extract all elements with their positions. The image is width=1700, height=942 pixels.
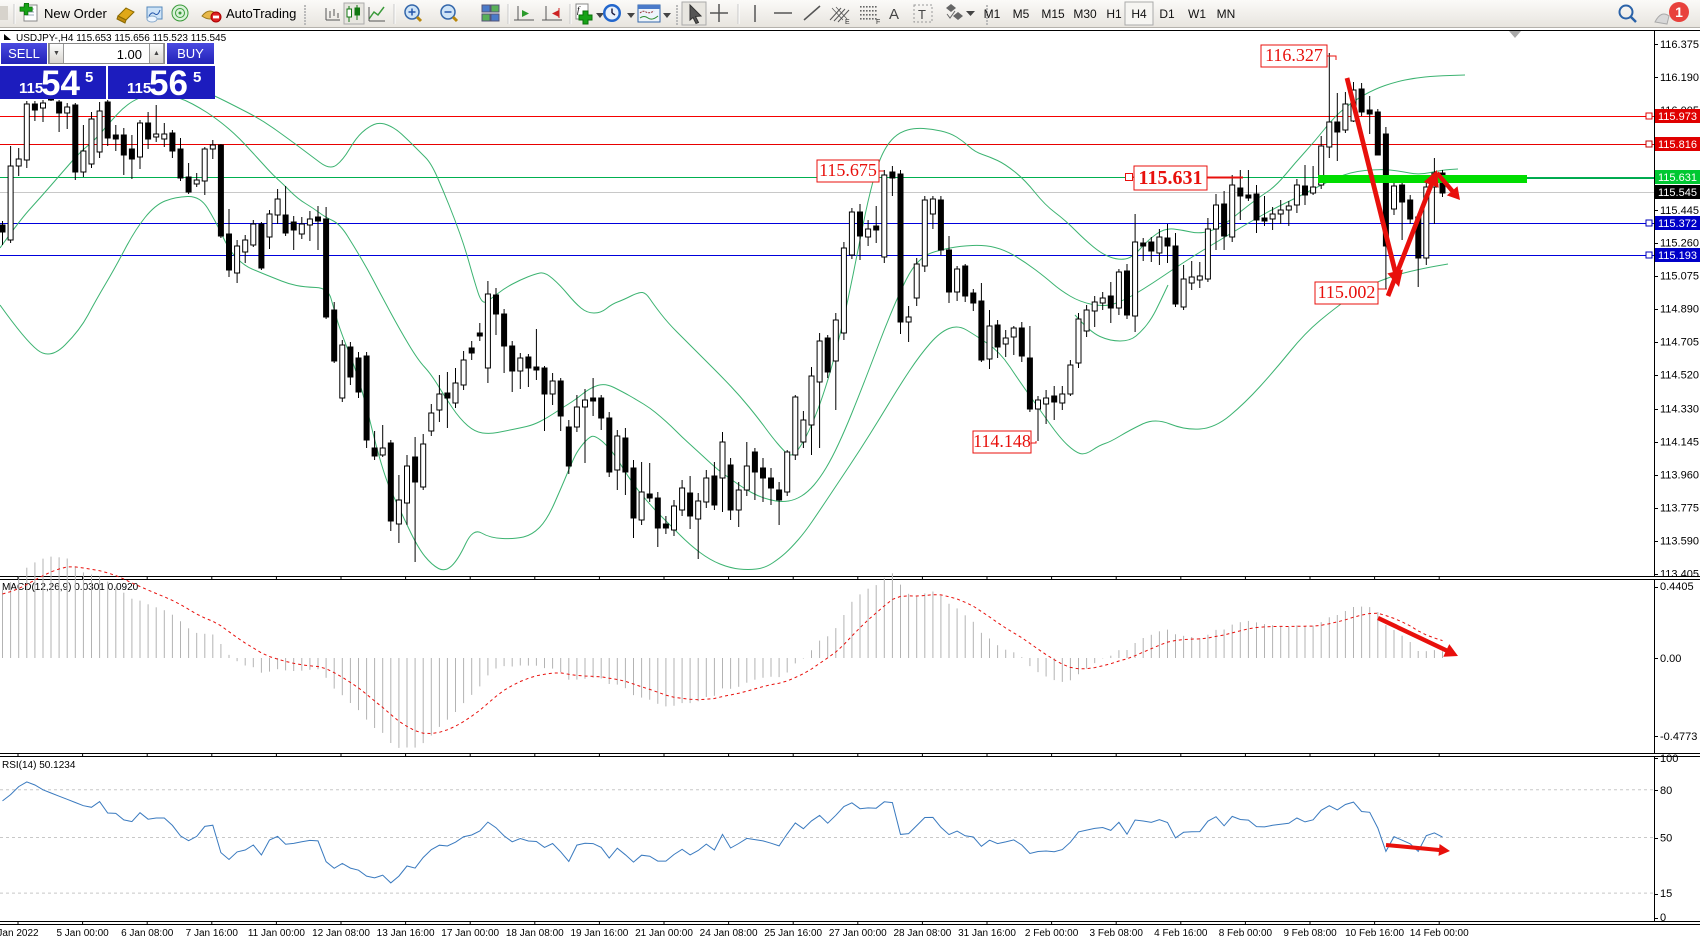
svg-text:f: f — [577, 5, 581, 15]
svg-text:115.372: 115.372 — [1658, 218, 1697, 230]
svg-text:114.520: 114.520 — [1660, 370, 1699, 382]
svg-text:H4: H4 — [1131, 7, 1147, 21]
svg-text:113.775: 113.775 — [1660, 502, 1699, 514]
svg-text:4 Feb 16:00: 4 Feb 16:00 — [1154, 928, 1208, 939]
svg-text:115.260: 115.260 — [1660, 238, 1699, 250]
svg-text:MACD(12,26,9) 0.0301 0.0920: MACD(12,26,9) 0.0301 0.0920 — [2, 582, 139, 593]
svg-text:27 Jan 00:00: 27 Jan 00:00 — [829, 928, 887, 939]
svg-text:-0.4773: -0.4773 — [1660, 731, 1697, 743]
svg-text:12 Jan 08:00: 12 Jan 08:00 — [312, 928, 370, 939]
svg-text:18 Jan 08:00: 18 Jan 08:00 — [506, 928, 564, 939]
svg-text:113.960: 113.960 — [1660, 470, 1699, 482]
svg-text:15: 15 — [1660, 888, 1672, 900]
svg-text:T: T — [918, 7, 926, 22]
svg-text:M1: M1 — [984, 7, 1001, 21]
svg-text:116.375: 116.375 — [1660, 39, 1699, 51]
svg-text:116.327: 116.327 — [1265, 45, 1323, 65]
svg-text:115.445: 115.445 — [1660, 205, 1699, 217]
svg-text:0: 0 — [1660, 912, 1666, 924]
svg-text:New Order: New Order — [44, 6, 108, 21]
svg-text:116.190: 116.190 — [1660, 72, 1699, 84]
svg-text:MN: MN — [1217, 7, 1236, 21]
svg-text:5 Jan 00:00: 5 Jan 00:00 — [56, 928, 109, 939]
svg-text:H1: H1 — [1106, 7, 1122, 21]
svg-text:9 Feb 08:00: 9 Feb 08:00 — [1283, 928, 1337, 939]
svg-text:25 Jan 16:00: 25 Jan 16:00 — [764, 928, 822, 939]
svg-text:E: E — [845, 19, 850, 26]
svg-text:10 Feb 16:00: 10 Feb 16:00 — [1345, 928, 1404, 939]
svg-text:M5: M5 — [1013, 7, 1030, 21]
svg-text:21 Jan 00:00: 21 Jan 00:00 — [635, 928, 693, 939]
svg-text:M15: M15 — [1041, 7, 1065, 21]
svg-text:A: A — [889, 6, 899, 23]
svg-text:0.4405: 0.4405 — [1660, 581, 1694, 593]
svg-text:19 Jan 16:00: 19 Jan 16:00 — [570, 928, 628, 939]
svg-text:F: F — [876, 19, 880, 26]
svg-text:114.148: 114.148 — [973, 431, 1031, 451]
svg-text:7 Jan 16:00: 7 Jan 16:00 — [186, 928, 239, 939]
svg-text:13 Jan 16:00: 13 Jan 16:00 — [377, 928, 435, 939]
svg-text:11 Jan 00:00: 11 Jan 00:00 — [248, 928, 306, 939]
svg-text:115.545: 115.545 — [1658, 187, 1697, 199]
svg-text:115.973: 115.973 — [1658, 111, 1697, 123]
svg-text:2 Feb 00:00: 2 Feb 00:00 — [1025, 928, 1079, 939]
svg-text:0.00: 0.00 — [1660, 653, 1681, 665]
svg-text:3 Feb 08:00: 3 Feb 08:00 — [1090, 928, 1144, 939]
svg-text:14 Feb 00:00: 14 Feb 00:00 — [1410, 928, 1469, 939]
svg-text:114.330: 114.330 — [1660, 404, 1699, 416]
svg-text:115.631: 115.631 — [1658, 172, 1697, 184]
svg-text:114.890: 114.890 — [1660, 304, 1699, 316]
svg-text:RSI(14) 50.1234: RSI(14) 50.1234 — [2, 760, 76, 771]
svg-text:114.145: 114.145 — [1660, 437, 1699, 449]
svg-text:M30: M30 — [1073, 7, 1097, 21]
svg-text:115.193: 115.193 — [1658, 250, 1697, 262]
svg-text:USDJPY-,H4 115.653 115.656 11: USDJPY-,H4 115.653 115.656 115.523 115.5… — [16, 33, 227, 44]
svg-text:W1: W1 — [1188, 7, 1206, 21]
svg-text:50: 50 — [1660, 833, 1672, 845]
svg-text:6 Jan 08:00: 6 Jan 08:00 — [121, 928, 174, 939]
svg-text:115.631: 115.631 — [1139, 167, 1203, 189]
svg-text:D1: D1 — [1159, 7, 1175, 21]
svg-text:1: 1 — [1675, 4, 1683, 20]
svg-text:8 Feb 00:00: 8 Feb 00:00 — [1219, 928, 1273, 939]
svg-text:AutoTrading: AutoTrading — [226, 6, 296, 21]
svg-text:80: 80 — [1660, 785, 1672, 797]
svg-text:115.075: 115.075 — [1660, 271, 1699, 283]
svg-text:114.705: 114.705 — [1660, 337, 1699, 349]
svg-text:28 Jan 08:00: 28 Jan 08:00 — [893, 928, 951, 939]
svg-text:115.675: 115.675 — [819, 160, 877, 180]
svg-text:17 Jan 00:00: 17 Jan 00:00 — [441, 928, 499, 939]
svg-text:115.816: 115.816 — [1658, 139, 1697, 151]
svg-text:24 Jan 08:00: 24 Jan 08:00 — [700, 928, 758, 939]
svg-text:113.590: 113.590 — [1660, 535, 1699, 547]
svg-text:100: 100 — [1660, 753, 1678, 765]
svg-text:Jan 2022: Jan 2022 — [0, 928, 39, 939]
svg-text:115.002: 115.002 — [1318, 282, 1376, 302]
svg-text:31 Jan 16:00: 31 Jan 16:00 — [958, 928, 1016, 939]
